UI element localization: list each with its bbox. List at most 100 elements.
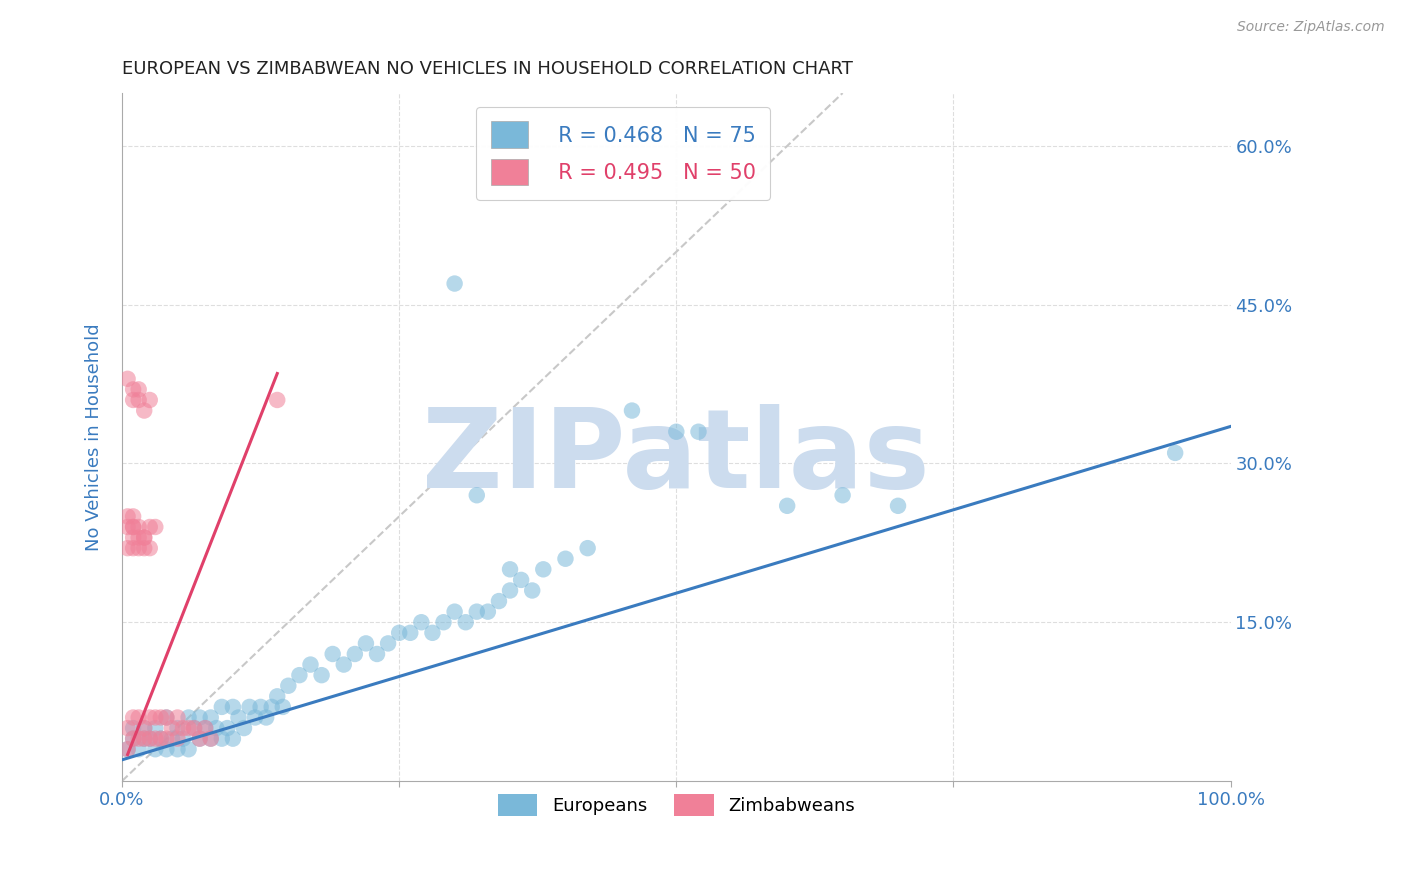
Point [238,699,260,714]
Point [128,383,150,397]
Point [149,731,172,746]
Point [134,731,156,746]
Point [388,625,411,640]
Point [139,392,162,407]
Point [134,721,156,735]
Point [122,721,145,735]
Legend: Europeans, Zimbabweans: Europeans, Zimbabweans [491,787,862,823]
Point [211,731,233,746]
Point [233,721,256,735]
Point [200,731,222,746]
Point [776,499,799,513]
Point [222,731,245,746]
Point [122,710,145,724]
Point [122,383,145,397]
Point [166,710,188,724]
Point [139,731,162,746]
Point [155,710,177,724]
Point [117,721,139,735]
Point [134,403,156,417]
Point [277,679,299,693]
Point [177,721,200,735]
Point [499,562,522,576]
Point [143,721,166,735]
Point [155,731,177,746]
Point [343,647,366,661]
Point [222,699,245,714]
Point [143,710,166,724]
Point [465,605,488,619]
Point [128,531,150,545]
Point [620,403,643,417]
Point [454,615,477,630]
Point [510,573,533,587]
Point [122,392,145,407]
Point [266,392,288,407]
Point [122,731,145,746]
Point [160,721,183,735]
Point [194,721,217,735]
Point [172,721,194,735]
Point [194,721,217,735]
Point [665,425,688,439]
Point [183,721,205,735]
Point [166,742,188,756]
Point [134,531,156,545]
Point [205,721,228,735]
Point [166,721,188,735]
Point [411,615,433,630]
Point [128,541,150,556]
Point [122,520,145,534]
Y-axis label: No Vehicles in Household: No Vehicles in Household [86,323,103,551]
Point [117,520,139,534]
Point [117,742,139,756]
Point [128,710,150,724]
Point [554,551,576,566]
Point [288,668,311,682]
Point [399,625,422,640]
Point [128,392,150,407]
Point [117,372,139,386]
Point [188,710,211,724]
Point [422,625,444,640]
Point [188,731,211,746]
Point [260,699,283,714]
Point [122,541,145,556]
Point [143,520,166,534]
Point [228,710,250,724]
Point [155,742,177,756]
Point [332,657,354,672]
Point [477,605,499,619]
Point [465,488,488,502]
Point [122,509,145,524]
Point [134,731,156,746]
Point [177,710,200,724]
Point [243,710,266,724]
Point [172,731,194,746]
Point [188,731,211,746]
Point [128,742,150,756]
Point [134,721,156,735]
Point [122,731,145,746]
Point [128,731,150,746]
Point [128,520,150,534]
Point [160,731,183,746]
Point [117,742,139,756]
Point [531,562,554,576]
Point [311,668,333,682]
Point [143,731,166,746]
Text: ZIPatlas: ZIPatlas [422,404,931,511]
Point [354,636,377,650]
Point [377,636,399,650]
Point [831,488,853,502]
Point [139,710,162,724]
Point [211,699,233,714]
Point [149,710,172,724]
Point [688,425,710,439]
Text: Source: ZipAtlas.com: Source: ZipAtlas.com [1237,20,1385,34]
Point [200,710,222,724]
Point [217,721,239,735]
Point [488,594,510,608]
Point [117,541,139,556]
Point [443,277,465,291]
